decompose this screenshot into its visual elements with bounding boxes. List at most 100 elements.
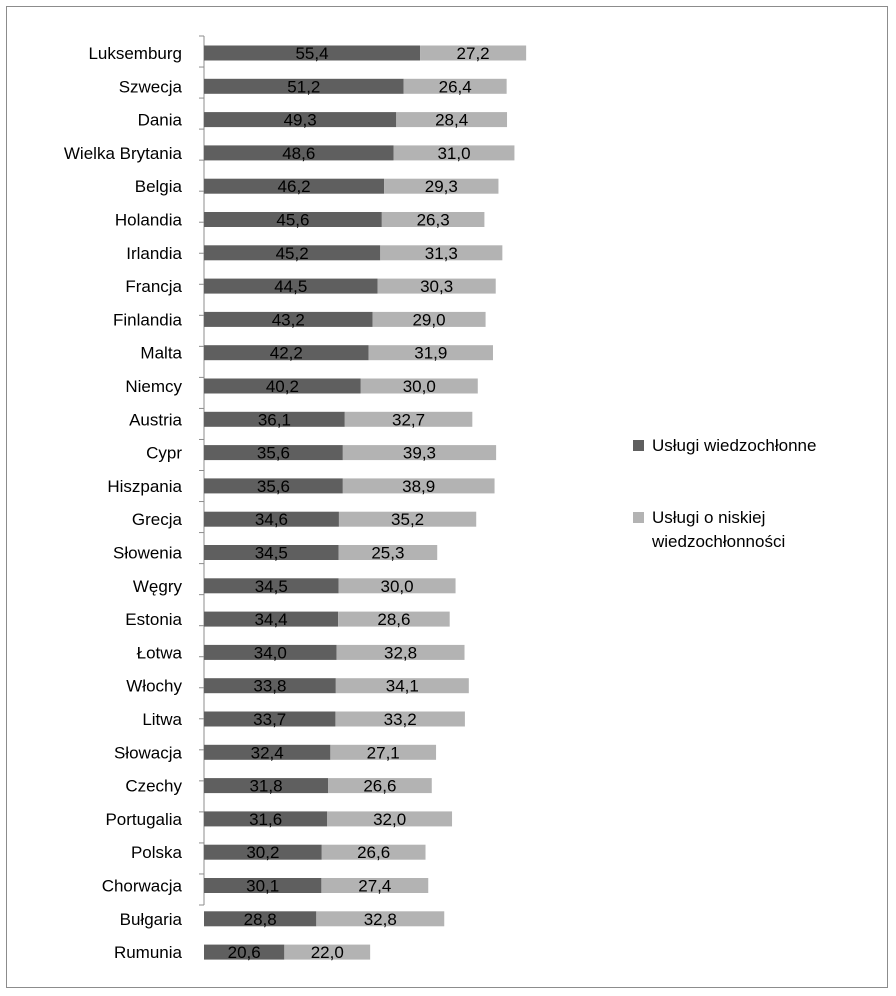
legend-swatch xyxy=(633,512,644,523)
bar-segment-knowledge-intensive xyxy=(204,545,339,560)
bar-segment-knowledge-intensive xyxy=(204,611,339,627)
category-label: Luksemburg xyxy=(88,44,182,63)
data-label: 34,5 xyxy=(255,544,288,563)
bar-segment-knowledge-intensive xyxy=(204,778,329,794)
bar-segment-knowledge-intensive xyxy=(204,112,397,128)
bar-segment-knowledge-intensive xyxy=(204,445,343,461)
bar-segment-knowledge-intensive xyxy=(204,844,322,860)
data-label: 27,1 xyxy=(367,743,400,762)
data-label: 36,1 xyxy=(258,410,291,429)
legend-label: Usługi o niskiej xyxy=(652,508,765,527)
bar-segment-knowledge-intensive xyxy=(204,378,361,394)
bar-segment-low-knowledge xyxy=(321,878,429,893)
legend-label: Usługi wiedzochłonne xyxy=(652,436,816,455)
bar-segment-knowledge-intensive xyxy=(204,245,381,261)
category-label: Słowenia xyxy=(113,544,183,563)
category-label: Rumunia xyxy=(114,943,183,962)
bar-segment-low-knowledge xyxy=(344,411,473,427)
data-label: 27,4 xyxy=(358,877,391,896)
bar-segment-knowledge-intensive xyxy=(204,311,373,327)
bar-segment-low-knowledge xyxy=(321,844,426,860)
data-label: 29,0 xyxy=(412,310,445,329)
bar-segment-low-knowledge xyxy=(335,711,465,727)
category-label: Niemcy xyxy=(125,377,182,396)
data-label: 32,7 xyxy=(392,410,425,429)
data-label: 46,2 xyxy=(278,177,311,196)
bar-segment-knowledge-intensive xyxy=(204,878,322,893)
bar-segment-knowledge-intensive xyxy=(204,411,345,427)
data-label: 32,8 xyxy=(384,643,417,662)
data-label: 26,4 xyxy=(439,77,472,96)
bar-segment-knowledge-intensive xyxy=(204,212,382,227)
data-label: 26,6 xyxy=(357,843,390,862)
data-label: 25,3 xyxy=(371,544,404,563)
bar-segment-knowledge-intensive xyxy=(204,744,331,760)
data-label: 33,7 xyxy=(253,710,286,729)
data-label: 48,6 xyxy=(282,144,315,163)
category-label: Włochy xyxy=(126,677,182,696)
data-label: 30,0 xyxy=(403,377,436,396)
category-label: Bułgaria xyxy=(120,910,183,929)
bar-segment-knowledge-intensive xyxy=(204,178,385,194)
data-label: 34,4 xyxy=(255,610,288,629)
data-label: 33,8 xyxy=(253,677,286,696)
bar-segment-low-knowledge xyxy=(342,478,495,494)
data-label: 33,2 xyxy=(384,710,417,729)
bar-segment-low-knowledge xyxy=(380,245,503,261)
data-label: 34,1 xyxy=(386,677,419,696)
data-label: 26,6 xyxy=(363,777,396,796)
bar-segment-low-knowledge xyxy=(338,578,456,594)
bar-segment-low-knowledge xyxy=(336,644,465,660)
data-label: 28,4 xyxy=(435,111,468,130)
data-label: 55,4 xyxy=(295,44,328,63)
bar-segment-knowledge-intensive xyxy=(204,278,378,294)
category-label: Szwecja xyxy=(119,77,183,96)
data-label: 35,6 xyxy=(257,444,290,463)
bar-segment-knowledge-intensive xyxy=(204,944,285,960)
data-label: 31,9 xyxy=(414,344,447,363)
bar-segment-knowledge-intensive xyxy=(204,711,336,727)
data-label: 30,3 xyxy=(420,277,453,296)
data-label: 43,2 xyxy=(272,310,305,329)
bar-segment-low-knowledge xyxy=(420,45,527,61)
category-label: Portugalia xyxy=(105,810,182,829)
category-label: Austria xyxy=(129,410,182,429)
bar-segment-knowledge-intensive xyxy=(204,78,404,94)
bar-segment-knowledge-intensive xyxy=(204,511,339,527)
data-label: 31,8 xyxy=(249,777,282,796)
bar-segment-knowledge-intensive xyxy=(204,478,343,494)
bar-segment-low-knowledge xyxy=(338,545,438,560)
bar-segment-knowledge-intensive xyxy=(204,345,369,361)
data-label: 32,4 xyxy=(251,743,284,762)
legend-label: wiedzochłonności xyxy=(651,532,785,551)
data-label: 35,2 xyxy=(391,510,424,529)
data-label: 29,3 xyxy=(425,177,458,196)
data-label: 49,3 xyxy=(284,111,317,130)
data-label: 30,2 xyxy=(246,843,279,862)
data-label: 28,8 xyxy=(244,910,277,929)
data-label: 42,2 xyxy=(270,344,303,363)
data-label: 34,5 xyxy=(255,577,288,596)
bar-segment-low-knowledge xyxy=(316,911,445,927)
bar-segment-low-knowledge xyxy=(327,811,453,827)
bar-segment-knowledge-intensive xyxy=(204,644,337,660)
bar-segment-low-knowledge xyxy=(393,145,515,161)
data-label: 31,3 xyxy=(425,244,458,263)
category-label: Hiszpania xyxy=(107,477,182,496)
data-label: 30,0 xyxy=(381,577,414,596)
data-label: 31,0 xyxy=(437,144,470,163)
bar-segment-low-knowledge xyxy=(381,212,485,227)
bar-segment-low-knowledge xyxy=(328,778,432,794)
data-label: 20,6 xyxy=(228,943,261,962)
category-label: Belgia xyxy=(135,177,183,196)
data-label: 45,6 xyxy=(276,211,309,230)
data-label: 51,2 xyxy=(287,77,320,96)
bar-segment-low-knowledge xyxy=(360,378,478,394)
category-label: Węgry xyxy=(133,577,183,596)
bar-segment-low-knowledge xyxy=(335,678,469,694)
data-label: 34,0 xyxy=(254,643,287,662)
data-label: 28,6 xyxy=(377,610,410,629)
bar-segment-low-knowledge xyxy=(338,611,450,627)
bar-segment-low-knowledge xyxy=(403,78,507,94)
